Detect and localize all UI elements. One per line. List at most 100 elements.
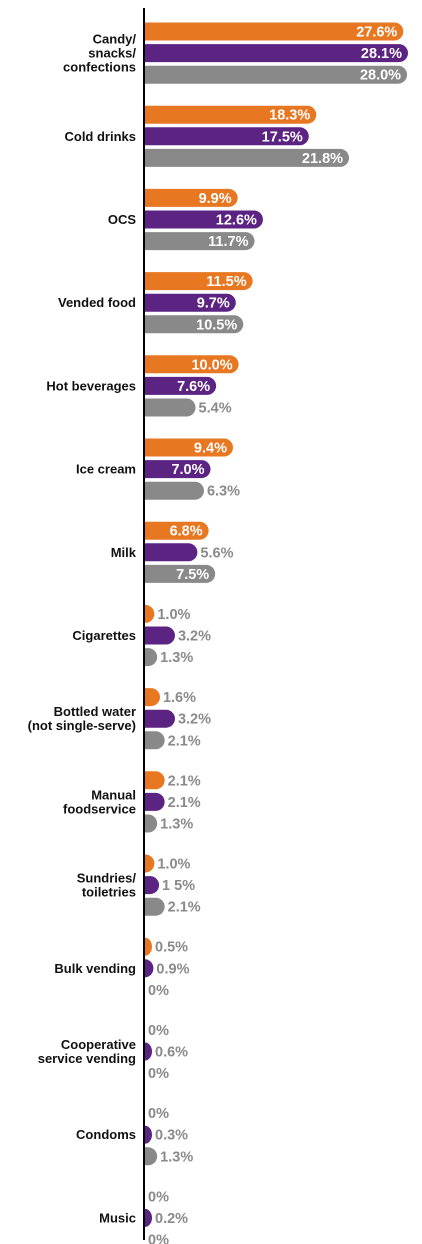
bar bbox=[145, 1042, 152, 1061]
data-label: 0% bbox=[148, 1233, 169, 1244]
data-label: 3.2% bbox=[178, 629, 211, 645]
bar bbox=[145, 814, 158, 833]
data-label: 1.0% bbox=[157, 607, 190, 623]
bar bbox=[145, 897, 165, 916]
category-label: Condoms bbox=[76, 1127, 136, 1142]
bar bbox=[145, 398, 196, 417]
bar bbox=[145, 937, 152, 956]
chart-marks: Candy/snacks/confections 27.6% 28.1% 28.0% C… bbox=[28, 22, 408, 1244]
bar bbox=[145, 626, 175, 645]
data-label: 2.1% bbox=[168, 795, 201, 811]
data-label: 7.0% bbox=[171, 462, 204, 478]
data-label: 0% bbox=[148, 1189, 169, 1205]
data-label: 7.6% bbox=[177, 379, 210, 395]
data-label: 1.3% bbox=[160, 1149, 193, 1165]
category-label: Vended food bbox=[58, 295, 136, 310]
bar bbox=[145, 1208, 152, 1227]
bar bbox=[145, 127, 309, 146]
data-label: 18.3% bbox=[269, 108, 310, 124]
bar bbox=[145, 315, 244, 334]
data-label: 5.4% bbox=[199, 401, 232, 417]
bar bbox=[145, 1125, 152, 1144]
data-label: 17.5% bbox=[262, 129, 303, 145]
bar bbox=[145, 376, 217, 395]
data-label: 6.8% bbox=[170, 524, 203, 540]
data-label: 1.3% bbox=[160, 650, 193, 666]
data-label: 10.5% bbox=[196, 317, 237, 333]
bar bbox=[145, 688, 160, 707]
bar bbox=[145, 293, 236, 312]
data-label: 11.5% bbox=[206, 274, 246, 290]
bar bbox=[145, 521, 209, 540]
data-label: 1.3% bbox=[160, 817, 193, 833]
data-label: 0% bbox=[148, 1106, 169, 1122]
bar bbox=[145, 148, 350, 167]
category-label: Cigarettes bbox=[72, 628, 136, 643]
data-label: 6.3% bbox=[207, 484, 240, 500]
category-label: Bulk vending bbox=[54, 961, 136, 976]
category-label: Cold drinks bbox=[64, 129, 136, 144]
data-label: 28.0% bbox=[360, 68, 401, 84]
bar bbox=[145, 876, 160, 895]
data-label: 0.3% bbox=[155, 1128, 188, 1144]
data-label: 5.6% bbox=[200, 545, 233, 561]
category-label: Milk bbox=[111, 545, 137, 560]
bar bbox=[145, 959, 154, 978]
data-label: 9.7% bbox=[197, 296, 230, 312]
bar bbox=[145, 1147, 158, 1166]
data-label: 12.6% bbox=[216, 213, 257, 229]
bar bbox=[145, 65, 408, 84]
data-label: 10.0% bbox=[191, 357, 232, 373]
bar bbox=[145, 731, 165, 750]
bar bbox=[145, 272, 253, 291]
bar bbox=[145, 22, 404, 41]
data-label: 28.1% bbox=[361, 46, 402, 62]
bar bbox=[145, 604, 155, 623]
category-label: Hot beverages bbox=[46, 378, 136, 393]
data-label: 0.6% bbox=[155, 1045, 188, 1061]
bar bbox=[145, 44, 408, 63]
data-label: 7.5% bbox=[176, 567, 209, 583]
bar bbox=[145, 481, 204, 500]
data-label: 0% bbox=[148, 983, 169, 999]
category-label: Ice cream bbox=[76, 462, 136, 477]
bar bbox=[145, 543, 198, 562]
bar bbox=[145, 232, 255, 251]
data-label: 1.6% bbox=[163, 690, 196, 706]
bar bbox=[145, 188, 238, 207]
data-label: 0% bbox=[148, 1066, 169, 1082]
bar bbox=[145, 210, 263, 229]
data-label: 0.5% bbox=[155, 940, 188, 956]
bar bbox=[145, 355, 239, 374]
category-label: Sundries/toiletries bbox=[77, 871, 137, 900]
data-label: 0.2% bbox=[155, 1211, 188, 1227]
category-label: Candy/snacks/confections bbox=[63, 32, 136, 75]
data-label: 0% bbox=[148, 1023, 169, 1039]
data-label: 2.1% bbox=[168, 773, 201, 789]
data-label: 0.9% bbox=[156, 961, 189, 977]
category-label: OCS bbox=[108, 212, 137, 227]
data-label: 9.4% bbox=[194, 441, 227, 457]
data-label: 9.9% bbox=[199, 191, 232, 207]
bar bbox=[145, 648, 158, 667]
data-label: 1 5% bbox=[162, 878, 195, 894]
bar bbox=[145, 854, 155, 873]
category-label: Music bbox=[99, 1210, 136, 1225]
data-label: 3.2% bbox=[178, 712, 211, 728]
data-label: 21.8% bbox=[302, 151, 343, 167]
category-label: Cooperative service vending bbox=[38, 1037, 136, 1066]
data-label: 27.6% bbox=[356, 25, 397, 41]
bar bbox=[145, 792, 165, 811]
bar bbox=[145, 438, 233, 457]
data-label: 1.0% bbox=[157, 857, 190, 873]
bar bbox=[145, 564, 216, 583]
data-label: 2.1% bbox=[168, 900, 201, 916]
category-label: Manual foodservice bbox=[63, 787, 136, 816]
data-label: 2.1% bbox=[168, 733, 201, 749]
bar bbox=[145, 709, 175, 728]
bar bbox=[145, 105, 317, 124]
bar bbox=[145, 460, 211, 479]
bar bbox=[145, 771, 165, 790]
category-label: Bottled water (not single-serve) bbox=[28, 704, 136, 733]
